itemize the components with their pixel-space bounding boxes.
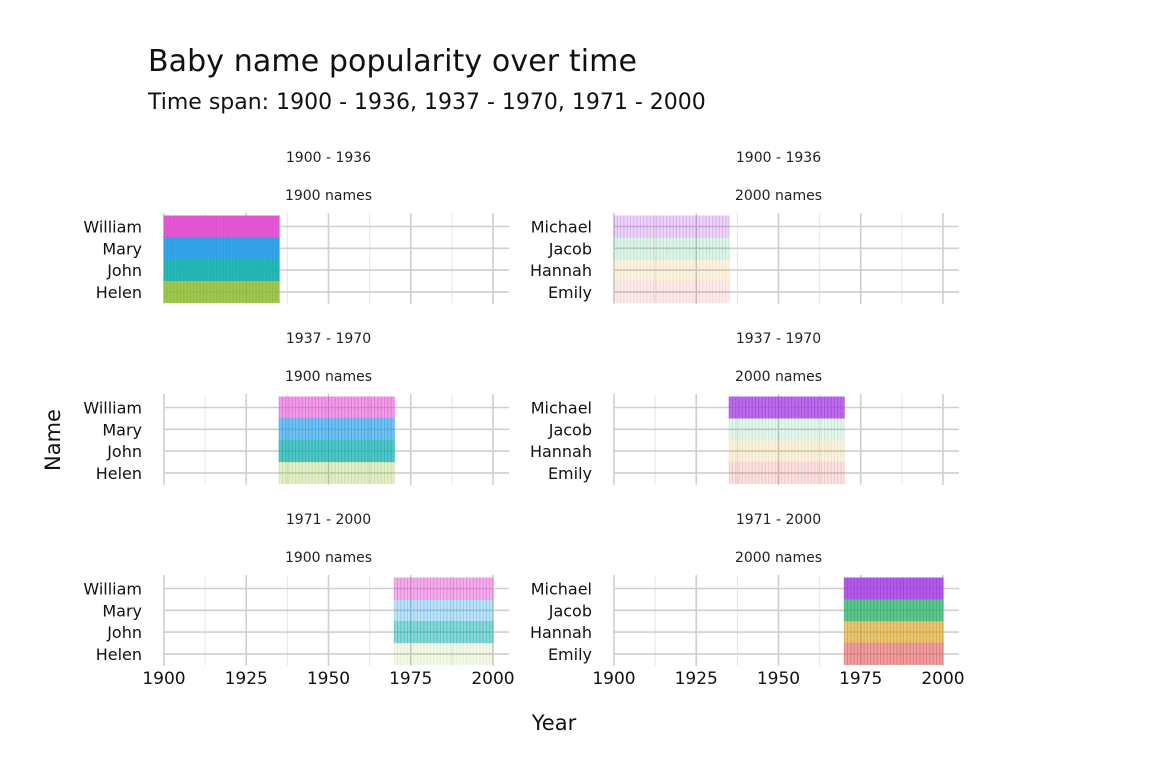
x-tick-label: 1925 bbox=[675, 669, 718, 689]
bar-michael bbox=[614, 215, 730, 238]
facet-period-label: 1937 - 1970 bbox=[736, 331, 821, 347]
facet-group-label: 2000 names bbox=[735, 188, 822, 204]
facet-group-label: 2000 names bbox=[735, 369, 822, 385]
facet-group-label: 1900 names bbox=[285, 369, 372, 385]
bar-emily bbox=[614, 280, 730, 303]
bar-hannah bbox=[614, 259, 730, 282]
bar-john bbox=[279, 440, 395, 463]
facet-period-label: 1900 - 1936 bbox=[736, 150, 821, 166]
facet-group-label: 2000 names bbox=[735, 550, 822, 566]
y-tick-label: William bbox=[83, 580, 142, 599]
y-tick-label: Emily bbox=[548, 464, 592, 483]
y-tick-label: Helen bbox=[96, 464, 142, 483]
bar-mary bbox=[164, 237, 280, 260]
x-tick-label: 1975 bbox=[389, 669, 432, 689]
y-tick-label: John bbox=[106, 623, 142, 642]
chart-subtitle: Time span: 1900 - 1936, 1937 - 1970, 197… bbox=[148, 90, 706, 115]
y-tick-label: John bbox=[106, 442, 142, 461]
bar-william bbox=[279, 396, 395, 419]
y-tick-label: Emily bbox=[548, 283, 592, 302]
y-tick-label: Mary bbox=[102, 239, 142, 258]
y-axis-title: Name bbox=[41, 409, 65, 471]
bar-emily bbox=[729, 461, 845, 484]
bar-helen bbox=[394, 642, 493, 665]
y-tick-label: Mary bbox=[102, 601, 142, 620]
bar-mary bbox=[279, 418, 395, 441]
y-tick-label: Jacob bbox=[548, 601, 592, 620]
facet-period-label: 1971 - 2000 bbox=[736, 512, 821, 528]
bar-william bbox=[394, 577, 493, 600]
x-tick-label: 1975 bbox=[839, 669, 882, 689]
y-tick-label: Hannah bbox=[530, 623, 592, 642]
y-tick-label: Helen bbox=[96, 283, 142, 302]
chart-title: Baby name popularity over time bbox=[148, 44, 638, 79]
bar-jacob bbox=[729, 418, 845, 441]
y-tick-label: William bbox=[83, 218, 142, 237]
x-tick-label: 1900 bbox=[592, 669, 635, 689]
y-tick-label: Helen bbox=[96, 645, 142, 664]
y-tick-label: Michael bbox=[531, 218, 592, 237]
y-tick-label: Hannah bbox=[530, 261, 592, 280]
bar-william bbox=[164, 215, 280, 238]
x-axis-title: Year bbox=[531, 711, 577, 735]
facet-panel: 1937 - 1970 2000 names Michael Jacob Hannah E… bbox=[530, 331, 959, 485]
bar-michael bbox=[729, 396, 845, 419]
x-tick-label: 1900 bbox=[142, 669, 185, 689]
facet-period-label: 1900 - 1936 bbox=[286, 150, 371, 166]
x-tick-label: 1950 bbox=[307, 669, 350, 689]
y-tick-label: John bbox=[106, 261, 142, 280]
facet-panel: 1900 - 1936 2000 names Michael Jacob Hannah E… bbox=[530, 150, 959, 304]
facet-panel: 1900 - 1936 1900 names William Mary John Hele… bbox=[83, 150, 509, 304]
y-tick-label: Michael bbox=[531, 580, 592, 599]
x-tick-label: 2000 bbox=[471, 669, 514, 689]
bar-helen bbox=[164, 280, 280, 303]
bar-hannah bbox=[729, 440, 845, 463]
y-tick-label: Mary bbox=[102, 420, 142, 439]
y-tick-label: Michael bbox=[531, 399, 592, 418]
facet-period-label: 1971 - 2000 bbox=[286, 512, 371, 528]
x-tick-label: 1950 bbox=[757, 669, 800, 689]
facet-group-label: 1900 names bbox=[285, 550, 372, 566]
y-tick-label: Emily bbox=[548, 645, 592, 664]
y-tick-label: William bbox=[83, 399, 142, 418]
y-tick-label: Hannah bbox=[530, 442, 592, 461]
facet-panel: 1937 - 1970 1900 names William Mary John Hele… bbox=[83, 331, 509, 485]
bar-helen bbox=[279, 461, 395, 484]
x-tick-label: 1925 bbox=[225, 669, 268, 689]
facet-period-label: 1937 - 1970 bbox=[286, 331, 371, 347]
y-tick-label: Jacob bbox=[548, 420, 592, 439]
bar-mary bbox=[394, 599, 493, 622]
facet-group-label: 1900 names bbox=[285, 188, 372, 204]
bar-jacob bbox=[614, 237, 730, 260]
bar-john bbox=[164, 259, 280, 282]
facet-panel: 1971 - 2000 1900 names William Mary John Hele… bbox=[83, 512, 514, 689]
facet-panel: 1971 - 2000 2000 names Michael Jacob Hannah E… bbox=[530, 512, 965, 689]
x-tick-label: 2000 bbox=[921, 669, 964, 689]
y-tick-label: Jacob bbox=[548, 239, 592, 258]
